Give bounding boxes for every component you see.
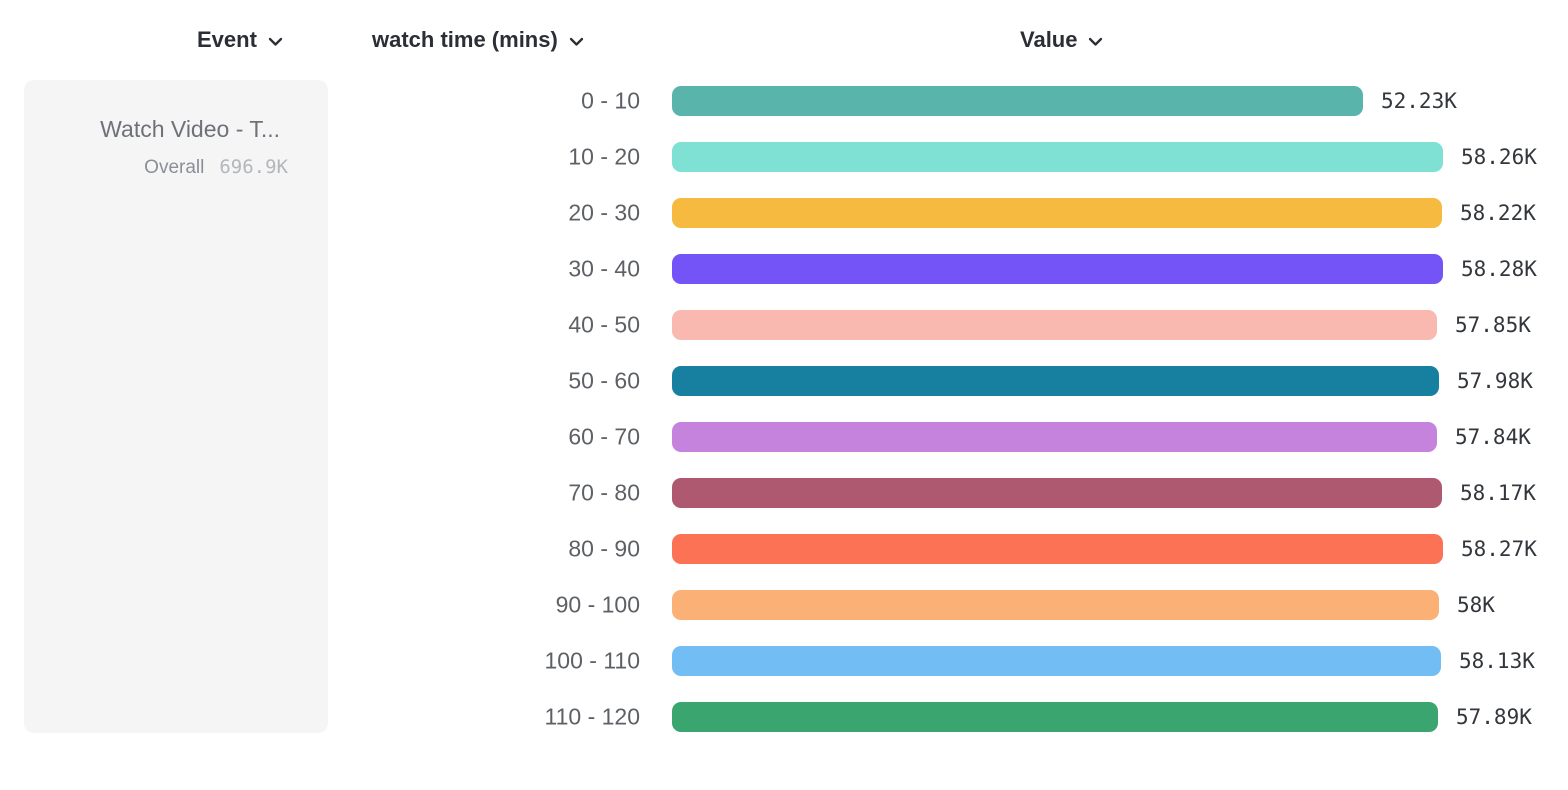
bar[interactable]	[672, 478, 1442, 508]
bar[interactable]	[672, 534, 1443, 564]
value-column-label: Value	[1020, 27, 1078, 52]
bar-category-label: 30 - 40	[568, 255, 640, 282]
event-overall-row: Overall 696.9K	[144, 156, 288, 179]
bar-category-label: 10 - 20	[568, 143, 640, 170]
bar[interactable]	[672, 142, 1443, 172]
bar-value-label: 58.13K	[1459, 649, 1535, 673]
bar[interactable]	[672, 590, 1439, 620]
bar-category-label: 100 - 110	[544, 647, 640, 674]
chevron-down-icon	[1089, 37, 1103, 46]
bar-value-label: 52.23K	[1381, 89, 1457, 113]
chart-row: 30 - 40 58.28K	[0, 241, 1568, 297]
bar[interactable]	[672, 310, 1437, 340]
bar-value-label: 58.26K	[1461, 145, 1537, 169]
chart-row: 50 - 60 57.98K	[0, 353, 1568, 409]
bar[interactable]	[672, 646, 1441, 676]
overall-value: 696.9K	[219, 156, 288, 178]
chart-row: 80 - 90 58.27K	[0, 521, 1568, 577]
chart-row: 60 - 70 57.84K	[0, 409, 1568, 465]
chart-row: 70 - 80 58.17K	[0, 465, 1568, 521]
chart-row: 100 - 110 58.13K	[0, 633, 1568, 689]
bar-category-label: 80 - 90	[568, 535, 640, 562]
chart-row: 0 - 10 52.23K	[0, 73, 1568, 129]
bar-category-label: 50 - 60	[568, 367, 640, 394]
bar-category-label: 90 - 100	[555, 591, 640, 618]
bar-value-label: 57.85K	[1455, 313, 1531, 337]
bar-category-label: 20 - 30	[568, 199, 640, 226]
bar[interactable]	[672, 198, 1442, 228]
chart-row: 90 - 100 58K	[0, 577, 1568, 633]
bar[interactable]	[672, 86, 1363, 116]
bar-category-label: 60 - 70	[568, 423, 640, 450]
overall-label: Overall	[144, 157, 205, 178]
value-column-dropdown[interactable]: Value	[1020, 27, 1103, 53]
chart-row: 20 - 30 58.22K	[0, 185, 1568, 241]
bar-category-label: 70 - 80	[568, 479, 640, 506]
bar[interactable]	[672, 702, 1438, 732]
bar-chart: 0 - 10 52.23K 10 - 20 58.26K 20 - 30 58.22K 30…	[0, 73, 1568, 745]
chart-row: 110 - 120 57.89K	[0, 689, 1568, 745]
bar-value-label: 58.22K	[1460, 201, 1536, 225]
bar-value-label: 57.98K	[1457, 369, 1533, 393]
bar-value-label: 58K	[1457, 593, 1495, 617]
bar[interactable]	[672, 422, 1437, 452]
chart-row: 40 - 50 57.85K	[0, 297, 1568, 353]
bar-category-label: 0 - 10	[581, 87, 640, 114]
bar-value-label: 58.17K	[1460, 481, 1536, 505]
bar-value-label: 57.89K	[1456, 705, 1532, 729]
chevron-down-icon	[268, 37, 283, 46]
chevron-down-icon	[569, 37, 583, 46]
chart-row: 10 - 20 58.26K	[0, 129, 1568, 185]
event-card[interactable]: Watch Video - T... Overall 696.9K	[24, 80, 328, 733]
bar[interactable]	[672, 366, 1439, 396]
bar-value-label: 57.84K	[1455, 425, 1531, 449]
bar-category-label: 40 - 50	[568, 311, 640, 338]
event-title: Watch Video - T...	[100, 116, 280, 142]
bar-value-label: 58.28K	[1461, 257, 1537, 281]
event-column-label: Event	[197, 27, 257, 52]
event-column-dropdown[interactable]: Event	[197, 27, 283, 53]
bar-value-label: 58.27K	[1461, 537, 1537, 561]
bar-category-label: 110 - 120	[544, 703, 640, 730]
breakdown-column-label: watch time (mins)	[372, 27, 558, 52]
bar[interactable]	[672, 254, 1443, 284]
breakdown-column-dropdown[interactable]: watch time (mins)	[372, 27, 584, 53]
